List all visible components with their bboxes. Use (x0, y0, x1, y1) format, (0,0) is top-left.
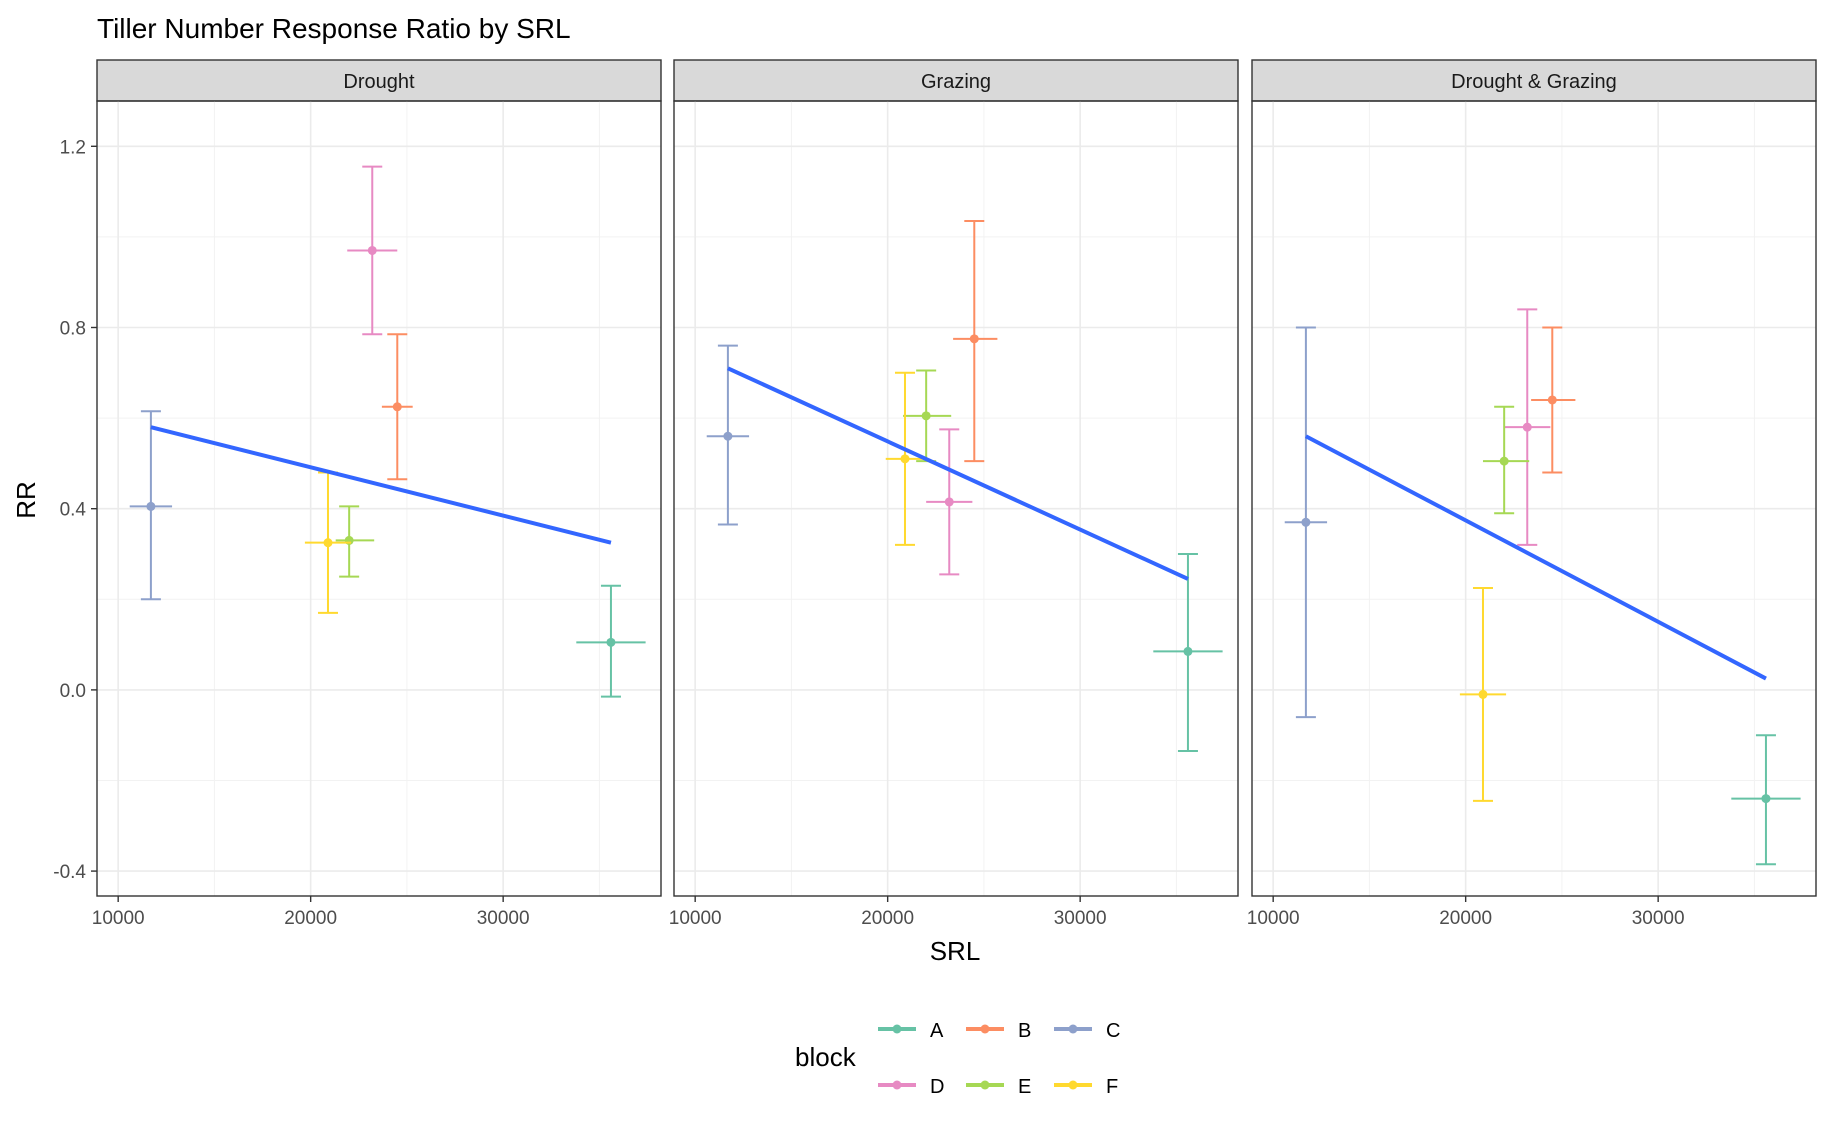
x-axis-title: SRL (930, 936, 981, 966)
legend-key-point (892, 1024, 902, 1034)
data-point (1522, 422, 1532, 432)
legend-key-point (1068, 1080, 1078, 1090)
legend-key-point (892, 1080, 902, 1090)
facet-panels: Drought 10000 20000 30000 -0.4 0.0 0.4 0.8 1.2 Gr… (53, 59, 1817, 929)
data-point (1183, 646, 1193, 656)
x-tick-label: 10000 (669, 908, 722, 929)
legend-entry-D: D (878, 1076, 944, 1098)
regression-line (1304, 434, 1767, 681)
y-tick-label: -0.4 (53, 862, 86, 883)
y-tick-label: 0.4 (60, 500, 87, 521)
legend-entry-A: A (878, 1020, 944, 1042)
data-point-block-B (953, 220, 998, 463)
facet-strip (1251, 59, 1817, 102)
legend-entry-label: B (1018, 1020, 1031, 1042)
data-point-block-D (1504, 308, 1551, 546)
x-tick-label: 20000 (1439, 908, 1492, 929)
data-point-block-A (576, 584, 646, 698)
legend-entry-C: C (1054, 1020, 1120, 1042)
data-point-block-A (1153, 552, 1223, 753)
chart-title: Tiller Number Response Ratio by SRL (97, 13, 571, 44)
data-point (900, 454, 910, 464)
data-point (146, 501, 156, 511)
regression-line (727, 366, 1189, 581)
facet-strip (96, 59, 662, 102)
panel-border (96, 100, 662, 897)
legend-key-point (980, 1080, 990, 1090)
data-point-block-B (381, 333, 413, 481)
legend-entry-F: F (1054, 1076, 1118, 1098)
data-point-block-F (304, 471, 352, 614)
x-tick-label: 20000 (284, 908, 337, 929)
facet-drought: Drought 10000 20000 30000 -0.4 0.0 0.4 0.8 1.2 (53, 59, 662, 929)
data-point-block-D (926, 428, 973, 576)
facet-strip-label: Drought (343, 71, 415, 93)
x-tick-label: 10000 (92, 908, 145, 929)
x-tick-label: 30000 (1632, 908, 1685, 929)
x-tick-label: 10000 (1247, 908, 1300, 929)
data-point-block-E (335, 505, 375, 578)
y-tick-label: 1.2 (60, 137, 86, 158)
legend-title: block (795, 1042, 857, 1072)
data-point (969, 334, 979, 344)
legend-key-point (980, 1024, 990, 1034)
data-point (367, 245, 377, 255)
facet-grazing: Grazing 10000 20000 30000 (669, 59, 1239, 929)
x-tick-label: 30000 (477, 908, 530, 929)
panel-border (673, 100, 1239, 897)
data-point (944, 497, 954, 507)
y-axis-title: RR (11, 481, 41, 519)
legend-entry-label: E (1018, 1076, 1031, 1098)
legend-entry-label: F (1106, 1076, 1118, 1098)
facet-strip-label: Grazing (921, 71, 991, 93)
data-point-block-F (1459, 586, 1507, 802)
data-point (1478, 689, 1488, 699)
data-point-block-A (1731, 734, 1801, 866)
legend-entry-E: E (966, 1076, 1031, 1098)
legend-entry-label: D (930, 1076, 944, 1098)
regression-line (150, 425, 612, 545)
data-point-block-E (1482, 405, 1530, 515)
legend-entry-label: C (1106, 1020, 1120, 1042)
legend-entry-B: B (966, 1020, 1031, 1042)
data-point (1301, 517, 1311, 527)
data-point (1547, 395, 1557, 405)
data-point-block-C (129, 410, 173, 601)
data-point (723, 431, 733, 441)
data-point-block-C (706, 344, 750, 526)
data-point (606, 637, 616, 647)
panel-border (1251, 100, 1817, 897)
legend-entry-label: A (930, 1020, 944, 1042)
data-point (392, 402, 402, 412)
y-tick-label: 0.0 (60, 681, 86, 702)
legend-key-point (1068, 1024, 1078, 1034)
data-point (921, 411, 931, 421)
data-point (1499, 456, 1509, 466)
data-point (1761, 794, 1771, 804)
legend: block A B C D E F (795, 1020, 1120, 1098)
x-tick-label: 20000 (861, 908, 914, 929)
x-tick-label: 30000 (1054, 908, 1107, 929)
data-point (323, 538, 333, 548)
data-point-block-D (347, 165, 398, 336)
data-point-block-C (1284, 326, 1328, 719)
data-point-block-B (1531, 326, 1576, 474)
facet-drought-grazing: Drought & Grazing 10000 20000 30000 (1247, 59, 1817, 929)
facet-strip (673, 59, 1239, 102)
y-tick-label: 0.8 (60, 318, 86, 339)
data-point-block-E (903, 369, 952, 463)
facet-strip-label: Drought & Grazing (1451, 71, 1617, 93)
